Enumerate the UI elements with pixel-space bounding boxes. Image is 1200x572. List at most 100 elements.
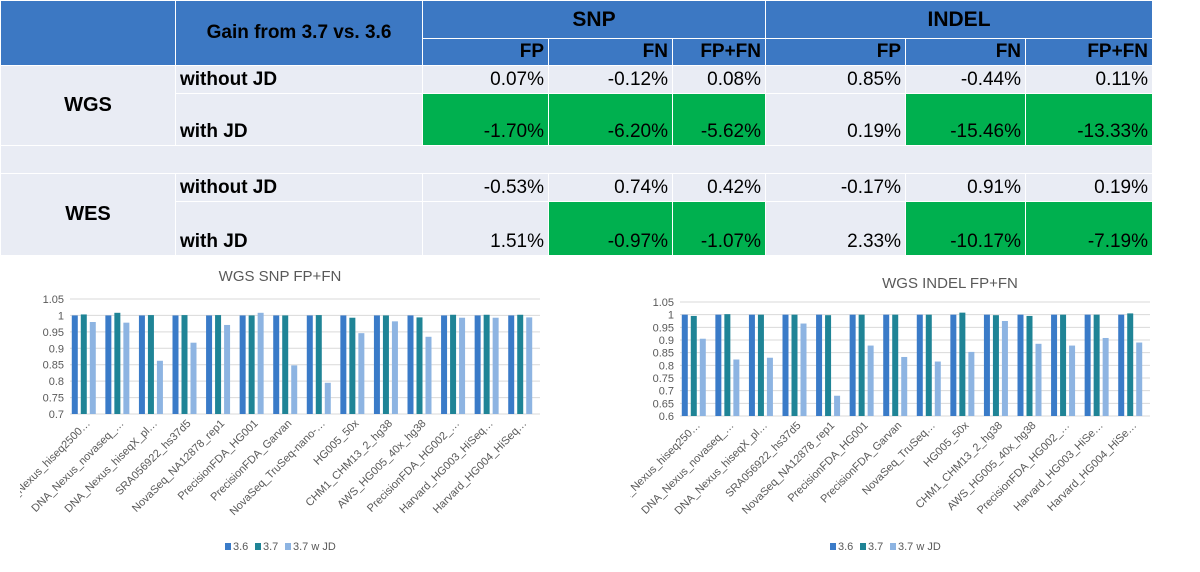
bar-3.6 xyxy=(950,314,957,416)
bar-3.6 xyxy=(441,315,448,414)
y-tick-label: 1 xyxy=(668,310,674,322)
value-cell: 0.19% xyxy=(765,93,907,146)
gain-table: Gain from 3.7 vs. 3.6 SNP INDEL FP FN FP+F… xyxy=(0,0,1154,256)
legend-label: 3.7 xyxy=(868,541,883,553)
table-row: WES without JD -0.53% 0.74% 0.42% -0.17% 0.91%… xyxy=(0,173,1154,256)
table-row: with JD -1.70% -6.20% -5.62% 0.19% -15.46% -13… xyxy=(1,93,1154,146)
value-cell: -13.33% xyxy=(1025,93,1154,146)
bar-3.6 xyxy=(816,314,823,416)
value-cell: 0.08% xyxy=(671,65,767,94)
corner-label: Gain from 3.7 vs. 3.6 xyxy=(175,0,423,66)
legend-label: 3.6 xyxy=(838,541,853,553)
value-cell: -5.62% xyxy=(671,93,767,146)
bar-3.7 xyxy=(282,315,289,414)
legend-swatch xyxy=(255,543,261,550)
bar-3.7-w-JD xyxy=(834,395,841,416)
y-tick-label: 0.8 xyxy=(49,376,64,388)
bar-3.7 xyxy=(724,314,731,416)
bar-3.6 xyxy=(239,315,246,414)
bar-3.6 xyxy=(373,315,380,414)
bar-3.7-w-JD xyxy=(156,360,163,414)
value-cell: -0.97% xyxy=(548,201,673,256)
group-header-snp: SNP xyxy=(421,0,767,39)
bar-3.7-w-JD xyxy=(492,317,499,414)
bar-3.7-w-JD xyxy=(89,322,96,414)
y-tick-label: 0.75 xyxy=(653,373,674,385)
row-label: without JD xyxy=(175,173,423,202)
bar-3.6 xyxy=(273,315,280,414)
legend-swatch xyxy=(830,543,836,550)
value-cell: 0.11% xyxy=(1025,65,1154,94)
section-label: WGS xyxy=(0,65,176,146)
bar-3.7-w-JD xyxy=(425,336,432,414)
legend-swatch xyxy=(225,543,231,550)
legend-label: 3.7 xyxy=(263,541,278,553)
y-tick-label: 0.65 xyxy=(653,398,674,410)
table-row: WGS without JD 0.07% -0.12% 0.08% 0.85% -0.44%… xyxy=(0,65,1154,146)
y-tick-label: 0.85 xyxy=(43,360,64,372)
bar-3.7 xyxy=(959,312,966,416)
bar-3.7 xyxy=(1127,313,1134,416)
value-cell: -0.12% xyxy=(548,65,673,94)
row-label: without JD xyxy=(175,65,423,94)
section-label: WES xyxy=(0,173,176,256)
bar-3.7 xyxy=(690,315,697,416)
col-header: FN xyxy=(548,38,673,66)
bar-3.6 xyxy=(105,315,112,414)
y-tick-label: 1.05 xyxy=(43,294,64,306)
bar-3.7-w-JD xyxy=(934,361,941,416)
chart-title: WGS INDEL FP+FN xyxy=(882,275,1018,292)
legend-swatch xyxy=(890,543,896,550)
legend-label: 3.6 xyxy=(233,541,248,553)
y-tick-label: 0.75 xyxy=(43,393,64,405)
legend-swatch xyxy=(860,543,866,550)
bar-3.6 xyxy=(916,314,923,416)
y-tick-label: 0.8 xyxy=(659,360,674,372)
y-tick-label: 0.95 xyxy=(653,322,674,334)
bar-3.7-w-JD xyxy=(391,321,398,414)
row-label: with JD xyxy=(175,93,423,146)
legend-label: 3.7 w JD xyxy=(898,541,941,553)
bar-3.7-w-JD xyxy=(291,365,298,414)
value-cell: 2.33% xyxy=(765,201,907,256)
bar-3.6 xyxy=(206,315,213,414)
value-cell: -1.07% xyxy=(671,201,767,256)
bar-3.7 xyxy=(825,315,832,416)
value-cell: 0.74% xyxy=(548,173,673,202)
bar-3.7 xyxy=(483,314,490,414)
bar-3.7-w-JD xyxy=(526,317,533,414)
bar-3.6 xyxy=(782,314,789,416)
bar-3.7-w-JD xyxy=(1001,321,1008,416)
bar-3.6 xyxy=(508,315,515,414)
y-tick-label: 0.9 xyxy=(659,335,674,347)
bar-3.7 xyxy=(315,315,322,414)
value-cell: 0.07% xyxy=(422,65,549,94)
y-tick-label: 0.9 xyxy=(49,343,64,355)
bar-3.7-w-JD xyxy=(123,322,130,414)
y-tick-label: 0.7 xyxy=(659,386,674,398)
bar-3.7-w-JD xyxy=(324,382,331,414)
bar-3.6 xyxy=(849,314,856,416)
bar-3.7-w-JD xyxy=(901,356,908,416)
bar-3.6 xyxy=(1084,314,1091,416)
bar-3.7-w-JD xyxy=(867,345,874,416)
col-header: FP+FN xyxy=(671,38,767,66)
bar-3.6 xyxy=(138,315,145,414)
bar-3.7 xyxy=(858,314,865,416)
bar-3.7 xyxy=(925,314,932,416)
value-cell: -10.17% xyxy=(905,201,1027,256)
bar-3.7-w-JD xyxy=(257,312,264,414)
bar-3.7 xyxy=(1060,314,1067,416)
value-cell: 0.85% xyxy=(765,65,907,94)
bar-3.7-w-JD xyxy=(459,317,466,414)
wgs-snp-chart: WGS SNP FP+FN0.70.750.80.850.90.9511.05D… xyxy=(20,268,540,553)
bar-3.7 xyxy=(517,314,524,414)
bar-3.7-w-JD xyxy=(733,359,740,416)
value-cell: -6.20% xyxy=(548,93,673,146)
bar-3.7-w-JD xyxy=(358,333,365,414)
y-tick-label: 0.6 xyxy=(659,411,674,423)
bar-3.6 xyxy=(407,315,414,414)
bar-3.6 xyxy=(306,315,313,414)
wgs-indel-chart: WGS INDEL FP+FN 0.60.650.70.750.80.850.90… xyxy=(630,275,1150,553)
value-cell: -7.19% xyxy=(1025,201,1154,256)
